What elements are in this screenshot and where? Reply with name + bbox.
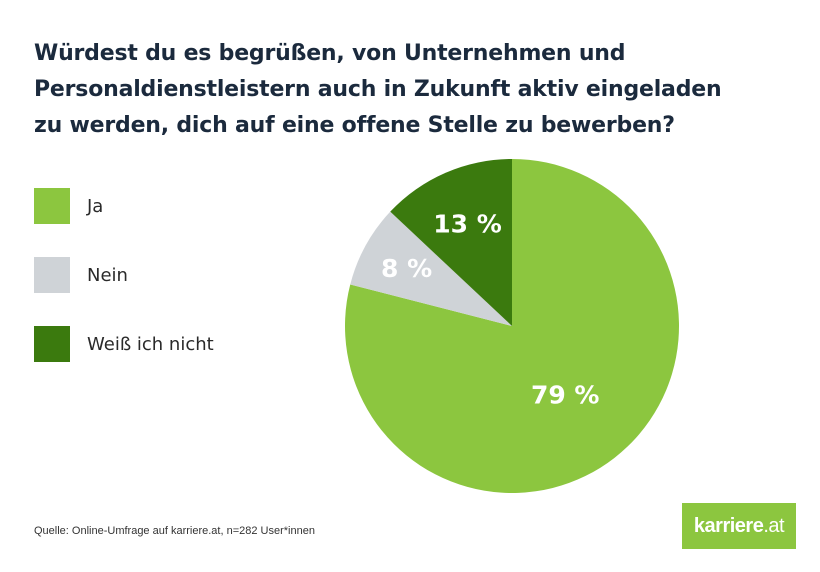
legend-swatch-nein [34, 257, 70, 293]
karriere-logo: karriere .at [682, 503, 796, 549]
legend-item-weiss-ich-nicht: Weiß ich nicht [34, 326, 214, 362]
source-note: Quelle: Online-Umfrage auf karriere.at, … [34, 525, 315, 537]
legend-label-weiss-ich-nicht: Weiß ich nicht [87, 333, 214, 355]
legend-swatch-weiss-ich-nicht [34, 326, 70, 362]
slice-value-label-ja: 79 % [531, 381, 600, 410]
legend-item-ja: Ja [34, 188, 214, 224]
slice-value-label-nein: 8 % [381, 254, 432, 283]
legend-label-ja: Ja [87, 195, 104, 217]
legend-label-nein: Nein [87, 264, 128, 286]
legend-item-nein: Nein [34, 257, 214, 293]
legend-swatch-ja [34, 188, 70, 224]
slice-value-label-weiss-ich-nicht: 13 % [433, 209, 502, 238]
chart-title: Würdest du es begrüßen, von Unternehmen … [34, 41, 722, 138]
logo-domain: .at [763, 514, 785, 537]
pie-slice-nein [350, 211, 512, 326]
logo-brand: karriere [693, 514, 764, 537]
pie-slice-weiss-ich-nicht [390, 159, 512, 326]
legend: Ja Nein Weiß ich nicht [34, 188, 214, 395]
